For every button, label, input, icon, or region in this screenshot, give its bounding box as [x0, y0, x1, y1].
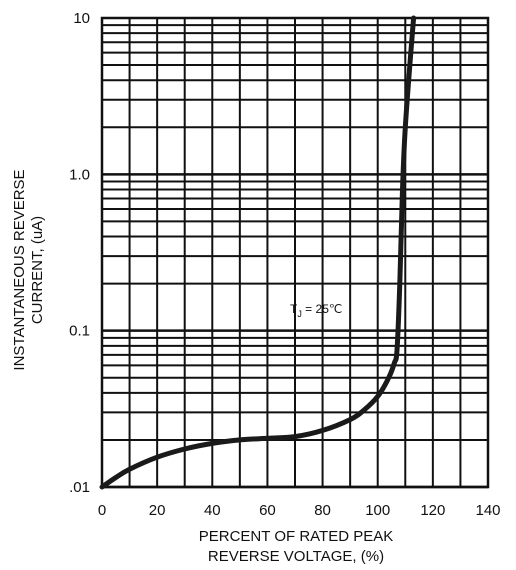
y-axis-title-line-1: INSTANTANEOUS REVERSE: [11, 169, 28, 370]
grid: [101, 18, 489, 489]
x-axis-title-line-1: PERCENT OF RATED PEAK: [199, 528, 393, 545]
y-tick-label: 10: [73, 10, 90, 27]
x-tick-label: 0: [98, 502, 106, 519]
annotation-rest: = 25℃: [302, 302, 343, 316]
annotation-label: TJ = 25℃: [290, 302, 342, 319]
x-tick-label: 80: [314, 502, 331, 519]
y-tick-label: .01: [69, 479, 90, 496]
y-tick-labels: 10 1.0 0.1 .01: [69, 10, 90, 496]
annotation-main: T: [290, 302, 298, 316]
y-tick-label: 1.0: [69, 166, 90, 183]
x-axis-title-line-2: REVERSE VOLTAGE, (%): [208, 548, 384, 565]
plot-frame: [100, 16, 490, 489]
x-tick-label: 100: [365, 502, 390, 519]
y-axis-title-line-2: CURRENT, (uA): [29, 216, 46, 324]
y-tick-label: 0.1: [69, 323, 90, 340]
x-tick-label: 120: [420, 502, 445, 519]
annotation-subscript: J: [297, 309, 302, 319]
x-tick-labels: 0 20 40 60 80 100 120 140: [98, 502, 501, 519]
x-tick-label: 20: [149, 502, 166, 519]
x-tick-label: 140: [475, 502, 500, 519]
series-line: [99, 15, 417, 490]
x-tick-label: 60: [259, 502, 276, 519]
x-tick-label: 40: [204, 502, 221, 519]
